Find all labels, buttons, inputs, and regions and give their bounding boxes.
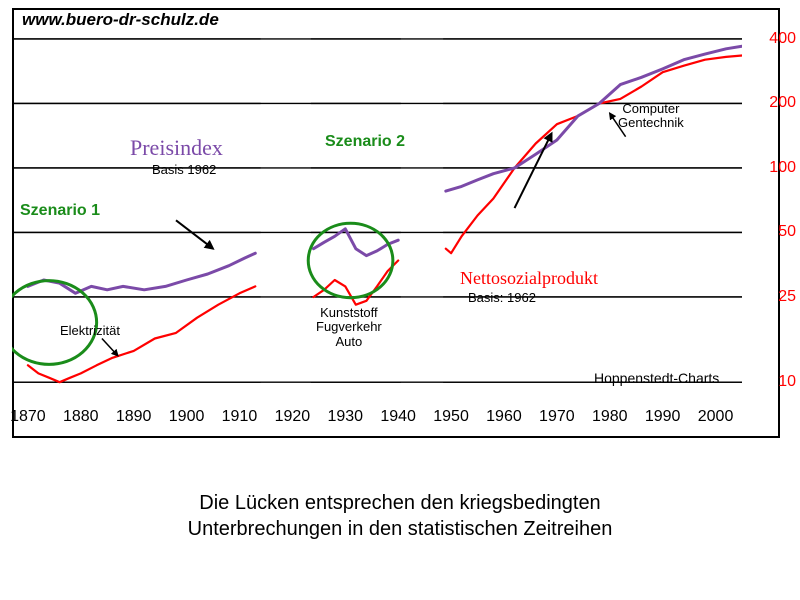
label-hoppenstedt: Hoppenstedt-Charts <box>594 370 719 386</box>
x-tick: 1930 <box>327 408 363 426</box>
page-root: www.buero-dr-schulz.de 18701880189019001… <box>0 0 800 600</box>
x-tick: 1960 <box>486 408 522 426</box>
x-tick: 2000 <box>698 408 734 426</box>
y-tick: 25 <box>778 288 796 306</box>
x-tick: 1980 <box>592 408 628 426</box>
footer-line-1: Die Lücken entsprechen den kriegsbedingt… <box>0 490 800 517</box>
label-szenario-2: Szenario 2 <box>325 133 405 151</box>
x-tick: 1900 <box>169 408 205 426</box>
source-url: www.buero-dr-schulz.de <box>22 10 219 30</box>
y-tick: 50 <box>778 223 796 241</box>
x-tick: 1920 <box>275 408 311 426</box>
label-basis-netto: Basis: 1962 <box>468 290 536 305</box>
y-tick: 10 <box>778 373 796 391</box>
x-tick: 1910 <box>222 408 258 426</box>
x-axis-labels: 1870 1880 1890 1900 1910 1920 1930 1940 1950 1960… <box>12 408 742 432</box>
y-tick: 200 <box>769 94 796 112</box>
annotation-kunststoff: Kunststoff Fugverkehr Auto <box>316 306 382 349</box>
y-tick: 400 <box>769 30 796 48</box>
x-tick: 1890 <box>116 408 152 426</box>
x-tick: 1880 <box>63 408 99 426</box>
x-tick: 1870 <box>10 408 46 426</box>
x-tick: 1970 <box>539 408 575 426</box>
label-szenario-1: Szenario 1 <box>20 202 100 220</box>
label-basis-preis: Basis 1962 <box>152 162 216 177</box>
x-tick: 1940 <box>380 408 416 426</box>
label-nettosozialprodukt: Nettosozialprodukt <box>460 268 598 289</box>
annotation-computer: Computer Gentechnik <box>618 102 684 131</box>
footer-line-2: Unterbrechungen in den statistischen Zei… <box>0 516 800 543</box>
x-tick: 1990 <box>645 408 681 426</box>
annotation-elektrizitaet: Elektrizität <box>60 324 120 338</box>
x-tick: 1950 <box>433 408 469 426</box>
y-tick: 100 <box>769 159 796 177</box>
y-axis-labels: 10 25 50 100 200 400 <box>758 28 798 403</box>
label-preisindex: Preisindex <box>130 135 223 161</box>
